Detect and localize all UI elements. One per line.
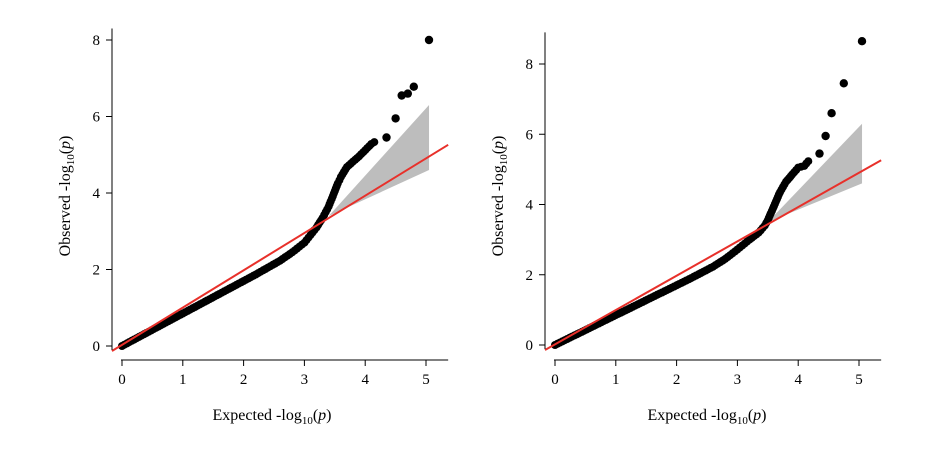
y-axis-label-main: Observed -log [57, 165, 74, 256]
x-axis-label-sub: 10 [737, 415, 749, 427]
x-axis-label-close: ) [326, 407, 331, 424]
x-axis-label: Expected -log10(p) [213, 407, 332, 427]
y-tick-label: 8 [526, 57, 534, 73]
y-ticks: 0 2 4 6 8 [526, 57, 545, 354]
x-tick-label: 5 [422, 372, 430, 388]
data-point [391, 114, 400, 123]
x-tick-label: 2 [673, 372, 681, 388]
y-tick-label: 4 [93, 186, 101, 202]
y-axis-label-sub: 10 [65, 154, 77, 166]
x-tick-label: 3 [734, 372, 742, 388]
y-axis-label: Observed -log10(p) [57, 136, 77, 257]
y-axis-label-sub: 10 [498, 154, 510, 166]
x-axis-label-close: ) [761, 407, 766, 424]
data-point [821, 131, 830, 141]
x-axis-label-var: p [752, 407, 761, 424]
confidence-band [767, 123, 863, 223]
y-axis-label: Observed -log10(p) [490, 136, 510, 257]
y-axis-label-var: p [490, 141, 507, 150]
data-point [403, 89, 412, 98]
y-axis-label-open: ( [490, 149, 507, 154]
points-group [118, 35, 434, 350]
y-tick-label: 6 [93, 110, 101, 126]
x-ticks: 0 1 2 3 4 5 [118, 360, 430, 388]
data-point [839, 79, 848, 88]
y-tick-label: 8 [93, 33, 101, 49]
y-tick-label: 2 [93, 263, 101, 279]
points-group [551, 37, 867, 349]
x-axis-label-open: ( [748, 407, 753, 424]
x-axis-label: Expected -log10(p) [648, 407, 767, 427]
y-axis-label-main: Observed -log [490, 165, 507, 256]
x-tick-label: 1 [612, 372, 620, 388]
data-point [424, 35, 434, 45]
data-point [827, 109, 836, 118]
reference-line [111, 143, 449, 352]
x-tick-label: 0 [118, 372, 126, 388]
data-point [857, 37, 867, 46]
y-tick-label: 0 [526, 338, 534, 354]
data-point [370, 138, 379, 147]
x-tick-label: 2 [240, 372, 248, 388]
data-point [382, 133, 391, 142]
x-tick-label: 4 [794, 372, 802, 388]
y-tick-label: 0 [93, 339, 101, 355]
y-tick-label: 4 [526, 198, 534, 214]
data-point [815, 149, 824, 158]
x-tick-label: 4 [361, 372, 369, 388]
x-axis-label-main: Expected -log [213, 407, 302, 424]
x-tick-label: 5 [855, 372, 863, 388]
x-axis-label-var: p [317, 407, 326, 424]
data-point [409, 82, 418, 91]
y-axis-label-var: p [57, 141, 74, 150]
y-axis-label-close: ) [490, 136, 507, 141]
x-tick-label: 1 [179, 372, 187, 388]
x-axis-label-open: ( [313, 407, 318, 424]
x-ticks: 0 1 2 3 4 5 [551, 360, 863, 388]
y-tick-label: 6 [526, 127, 534, 143]
x-tick-label: 0 [551, 372, 559, 388]
data-point [804, 157, 813, 166]
x-axis-label-sub: 10 [302, 415, 314, 427]
x-tick-label: 3 [301, 372, 309, 388]
y-tick-label: 2 [526, 268, 534, 284]
y-axis-label-open: ( [57, 149, 74, 154]
reference-line [544, 159, 882, 351]
y-axis-label-close: ) [57, 136, 74, 141]
y-ticks: 0 2 4 6 8 [93, 33, 112, 355]
confidence-band [328, 105, 430, 216]
x-axis-label-main: Expected -log [648, 407, 737, 424]
